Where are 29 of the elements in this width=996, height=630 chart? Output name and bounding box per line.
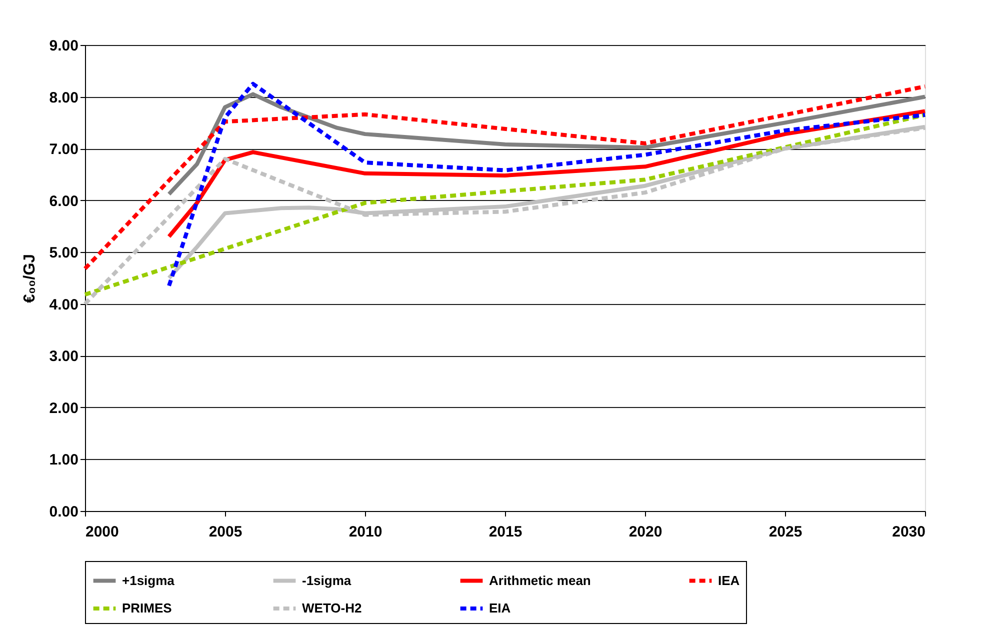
x-tick-label: 2010: [348, 524, 382, 540]
legend-label: -1sigma: [302, 572, 352, 588]
y-tick-label: 5.00: [49, 244, 78, 262]
x-tick-label: 2000: [86, 524, 119, 540]
legend-label: +1sigma: [122, 572, 176, 588]
legend-label: WETO-H2: [302, 600, 362, 616]
y-tick-label: 6.00: [49, 192, 78, 210]
legend-label: IEA: [718, 572, 740, 588]
legend-label: PRIMES: [122, 600, 172, 616]
y-tick-label: 9.00: [49, 38, 78, 54]
y-tick-label: 4.00: [49, 296, 78, 314]
x-tick-label: 2025: [768, 524, 802, 540]
y-tick-label: 3.00: [49, 348, 78, 366]
y-tick-label: 7.00: [49, 141, 78, 158]
x-tick-label: 2015: [488, 524, 522, 540]
line-series: [83, 84, 927, 271]
y-tick-label: 2.00: [49, 400, 78, 417]
y-tick-label: 8.00: [49, 89, 78, 106]
line-series: [167, 109, 927, 239]
legend-label: Arithmetic mean: [489, 572, 591, 588]
y-tick-label: 0.00: [49, 504, 78, 520]
y-tick-label: 1.00: [49, 452, 78, 469]
legend-label: EIA: [489, 600, 512, 616]
line-series: [167, 92, 927, 196]
x-tick-label: 2030: [892, 524, 926, 540]
x-tick-label: 2005: [208, 524, 242, 540]
line-series: [167, 82, 927, 288]
x-tick-label: 2020: [628, 524, 662, 540]
y-axis-title: €₀₀/GJ: [21, 254, 38, 304]
